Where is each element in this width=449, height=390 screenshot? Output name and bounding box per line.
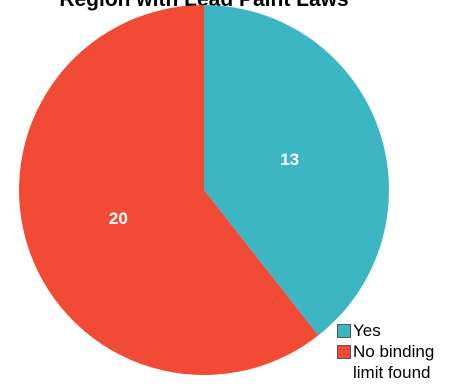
legend-item-no-binding-limit[interactable]: No binding limit found: [337, 341, 434, 383]
pie-slice-yes[interactable]: [204, 5, 390, 336]
legend-swatch-no-binding-limit: [337, 345, 351, 359]
legend: Yes No binding limit found: [337, 320, 434, 383]
data-label-no-binding-limit: 20: [109, 209, 128, 228]
pie-slice-no-binding-limit[interactable]: [19, 5, 319, 376]
legend-swatch-yes: [337, 324, 351, 338]
legend-item-yes[interactable]: Yes: [337, 320, 434, 341]
legend-label-yes: Yes: [353, 321, 381, 340]
data-label-yes: 13: [280, 150, 299, 169]
legend-label-no-binding-limit: No binding limit found: [353, 342, 435, 382]
